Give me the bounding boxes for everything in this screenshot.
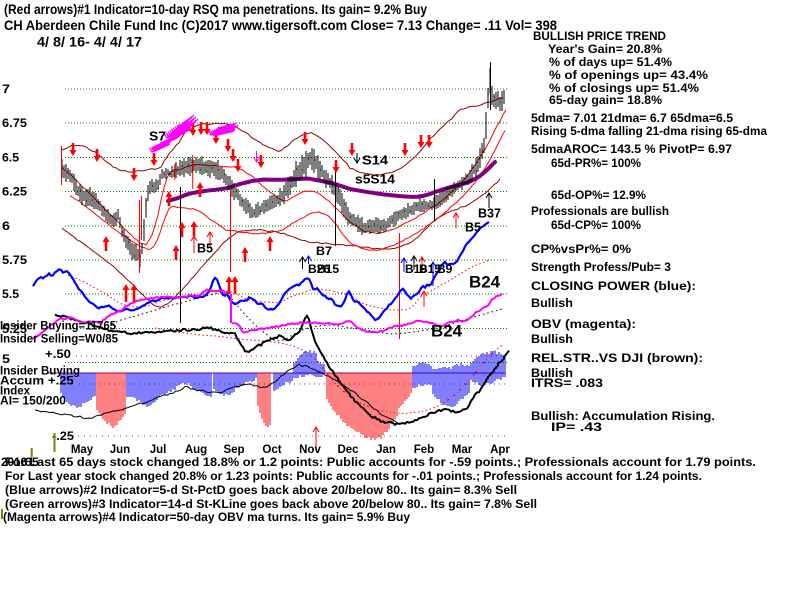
svg-text:BULLISH PRICE TREND: BULLISH PRICE TREND: [533, 31, 666, 43]
svg-text:For Last 65 days stock changed: For Last 65 days stock changed 18.8% or …: [5, 457, 756, 469]
svg-text:65-day gain= 18.8%: 65-day gain= 18.8%: [549, 95, 662, 107]
svg-text:6: 6: [2, 219, 10, 233]
svg-text:REL.STR..VS DJI (brown):: REL.STR..VS DJI (brown):: [531, 353, 703, 365]
svg-text:B15: B15: [317, 262, 339, 276]
svg-text:65d-PR%= 100%: 65d-PR%= 100%: [551, 158, 641, 170]
svg-text:+.50: +.50: [45, 349, 71, 361]
svg-text:-.25: -.25: [52, 431, 75, 443]
svg-text:IP= .43: IP= .43: [551, 422, 602, 434]
svg-text:2016: 2016: [1, 457, 27, 469]
svg-text:Bullish: Bullish: [531, 334, 573, 346]
svg-text:Mar: Mar: [452, 444, 473, 456]
svg-text:65d-CP%= 100%: 65d-CP%= 100%: [551, 220, 641, 232]
svg-text:(Red arrows)#1 Indicator=10-da: (Red arrows)#1 Indicator=10-day RSQ ma p…: [4, 1, 427, 17]
svg-text:6.25: 6.25: [2, 185, 27, 199]
svg-text:CP%vsPr%= 0%: CP%vsPr%= 0%: [531, 244, 631, 256]
svg-text:Feb: Feb: [414, 444, 434, 456]
svg-text:B15: B15: [419, 262, 441, 276]
svg-text:B7: B7: [316, 244, 332, 258]
svg-text:Insider Buying=11765: Insider Buying=11765: [0, 321, 117, 333]
svg-text:6.5: 6.5: [2, 150, 19, 164]
svg-text:5dmaAROC= 143.5 % PivotP= 6.9: 5dmaAROC= 143.5 % PivotP= 6.97: [531, 144, 732, 156]
svg-text:CLOSING POWER (blue):: CLOSING POWER (blue):: [531, 281, 696, 293]
svg-text:Index: Index: [0, 386, 31, 398]
svg-text:Bullish: Accumulation Rising.: Bullish: Accumulation Rising.: [531, 411, 715, 423]
svg-text:Jun: Jun: [110, 444, 130, 456]
svg-text:5.5: 5.5: [2, 287, 19, 301]
svg-text:May: May: [71, 444, 94, 456]
svg-text:Nov: Nov: [299, 444, 321, 456]
svg-text:Jul: Jul: [150, 444, 167, 456]
svg-text:For Last year stock changed 2: For Last year stock changed 20.8% or 1.2…: [5, 471, 702, 483]
svg-text:B24: B24: [469, 273, 501, 292]
svg-text:B37: B37: [478, 206, 501, 221]
svg-text:Oct: Oct: [262, 444, 281, 456]
svg-text:Year's Gain= 20.8%: Year's Gain= 20.8%: [548, 44, 662, 56]
svg-text:S7: S7: [149, 129, 166, 144]
svg-text:Bullish: Bullish: [531, 368, 573, 380]
svg-text:B19: B19: [405, 262, 427, 276]
svg-text:ITRS= .083: ITRS= .083: [531, 378, 603, 390]
svg-text:5: 5: [2, 352, 10, 366]
svg-text:Aug: Aug: [185, 444, 207, 456]
svg-text:Strength Profess/Pub= 3: Strength Profess/Pub= 3: [531, 262, 671, 274]
svg-text:.65: .65: [21, 457, 40, 469]
svg-text:5.75: 5.75: [2, 253, 27, 267]
svg-text:AI= 150/200: AI= 150/200: [0, 396, 66, 408]
svg-text:% of openings up= 43.4%: % of openings up= 43.4%: [549, 70, 708, 82]
svg-text:6.75: 6.75: [2, 116, 27, 130]
svg-text:B24: B24: [431, 322, 463, 341]
svg-text:% of closings up= 51.4%: % of closings up= 51.4%: [549, 83, 699, 95]
svg-text:7: 7: [2, 82, 10, 96]
svg-text:(Blue arrows)#2 Indicator=5-d: (Blue arrows)#2 Indicator=5-d St-PctD go…: [5, 485, 517, 497]
svg-text:5dma= 7.01 21dma= 6.7 65dma=6.: 5dma= 7.01 21dma= 6.7 65dma=6.5: [531, 113, 734, 125]
svg-text:(Magenta arrows)#4 Indicator=5: (Magenta arrows)#4 Indicator=50-day OBV …: [3, 512, 411, 524]
svg-text:Apr: Apr: [490, 444, 510, 456]
svg-text:CH Aberdeen Chile Fund Inc: CH Aberdeen Chile Fund Inc (C)2017 www.t…: [4, 17, 557, 33]
svg-text:B26: B26: [308, 262, 330, 276]
svg-text:% of days up= 51.4%: % of days up= 51.4%: [549, 57, 672, 69]
svg-text:Jan: Jan: [376, 444, 396, 456]
svg-text:Sep: Sep: [223, 444, 244, 456]
svg-text:OBV (magenta):: OBV (magenta):: [531, 319, 636, 331]
svg-text:B9: B9: [437, 262, 453, 276]
svg-text:Insider Buying: Insider Buying: [0, 366, 80, 378]
svg-text:Dec: Dec: [337, 444, 359, 456]
svg-text:B5: B5: [465, 220, 481, 235]
svg-text:Bullish: Bullish: [531, 298, 573, 310]
svg-text:Rising 5-dma falling 21-dma: Rising 5-dma falling 21-dma rising 65-dm…: [531, 126, 768, 138]
svg-text:B5: B5: [197, 241, 213, 256]
svg-text:65d-OP%= 12.9%: 65d-OP%= 12.9%: [551, 190, 646, 202]
svg-text:(Green arrows)#3 Indicator=14-: (Green arrows)#3 Indicator=14-d St-KLine…: [5, 499, 537, 511]
svg-text:S14: S14: [362, 153, 389, 168]
svg-text:s5S14: s5S14: [355, 172, 396, 187]
svg-text:Insider Selling=W0/85: Insider Selling=W0/85: [0, 334, 119, 346]
svg-text:Professionals are bullish: Professionals are bullish: [531, 206, 669, 218]
svg-text:4/ 8/ 16- 4/ 4/ 17: 4/ 8/ 16- 4/ 4/ 17: [37, 34, 142, 50]
svg-text:5.25: 5.25: [2, 322, 27, 336]
svg-text:Accum +.25: Accum +.25: [0, 376, 75, 388]
